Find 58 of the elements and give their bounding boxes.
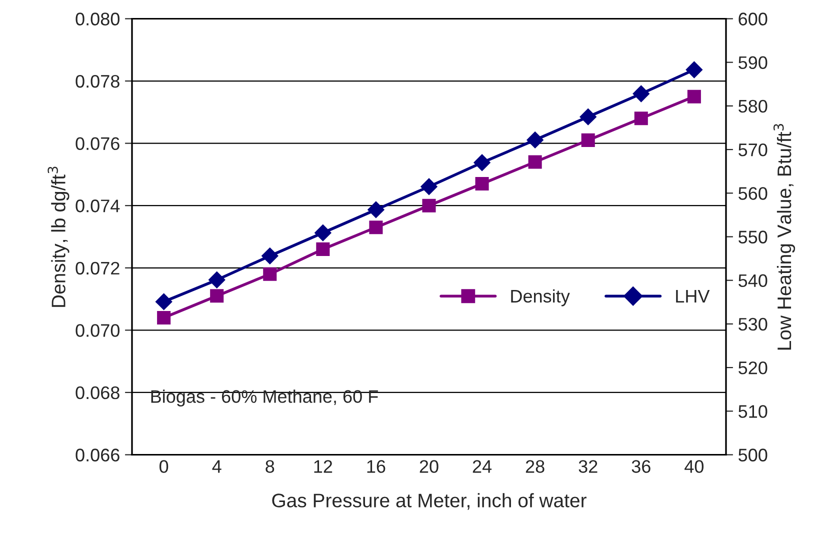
point [420, 178, 438, 195]
point [474, 154, 490, 171]
y-tick-label: 0.074 [76, 200, 120, 212]
point [687, 90, 701, 104]
y-tick-label: 0.066 [76, 448, 120, 462]
x-tick-label: 4 [212, 460, 222, 473]
x-tick-label: 32 [578, 460, 598, 473]
y2-tick-label: 600 [738, 12, 768, 26]
point [157, 310, 171, 324]
point [369, 220, 383, 234]
point [208, 272, 226, 288]
y-tick-label: 0.068 [76, 386, 120, 400]
point [368, 201, 384, 218]
point [526, 132, 544, 148]
point [422, 198, 436, 212]
x-tick-label: 24 [472, 460, 492, 473]
point [580, 108, 596, 126]
y2-tick-label: 580 [738, 100, 768, 113]
y2-tick-label: 570 [738, 143, 768, 156]
y-tick-label: 0.070 [76, 324, 120, 337]
legend-label: Density [511, 289, 570, 306]
y-tick-label: 0.080 [76, 12, 120, 26]
x-axis-title: Gas Pressure at Meter, inch of water [272, 493, 586, 510]
point [263, 267, 277, 281]
point [528, 155, 542, 169]
annotation: Biogas - 60% Methane, 60 F [151, 390, 378, 406]
y-tick-label: 0.076 [76, 137, 120, 150]
point [686, 61, 703, 78]
point [581, 133, 595, 147]
y-tick-label: 0.078 [76, 74, 120, 88]
point [155, 293, 172, 310]
y2-tick-label: 560 [738, 187, 768, 200]
y2-tick-label: 500 [738, 448, 768, 462]
x-tick-label: 12 [314, 460, 332, 473]
y2-tick-label: 510 [738, 405, 768, 418]
x-tick-label: 20 [420, 460, 438, 473]
legend-label: LHV [676, 290, 710, 302]
y2-tick-label: 530 [738, 318, 768, 331]
point [632, 85, 650, 102]
y2-axis-title: Low Heating Value, Btu/ft$^{3}$ [773, 124, 796, 350]
y-tick-label: 0.072 [76, 262, 120, 275]
x-tick-label: 36 [632, 460, 650, 473]
x-tick-label: 40 [684, 460, 704, 473]
y2-tick-label: 550 [738, 230, 768, 244]
point [316, 242, 330, 256]
y2-tick-label: 590 [738, 56, 768, 70]
x-tick-label: 8 [266, 460, 274, 473]
y-axis-title: Density, lb dg/ft$^{3}$ [48, 166, 70, 307]
point [262, 248, 278, 264]
point [475, 177, 489, 191]
x-tick-label: 16 [367, 460, 386, 473]
point [634, 112, 648, 126]
y2-tick-label: 540 [738, 274, 768, 288]
x-tick-label: 0 [160, 460, 168, 473]
y2-tick-label: 520 [738, 361, 768, 374]
point [314, 224, 332, 242]
point [210, 289, 224, 303]
x-tick-label: 28 [526, 460, 544, 473]
